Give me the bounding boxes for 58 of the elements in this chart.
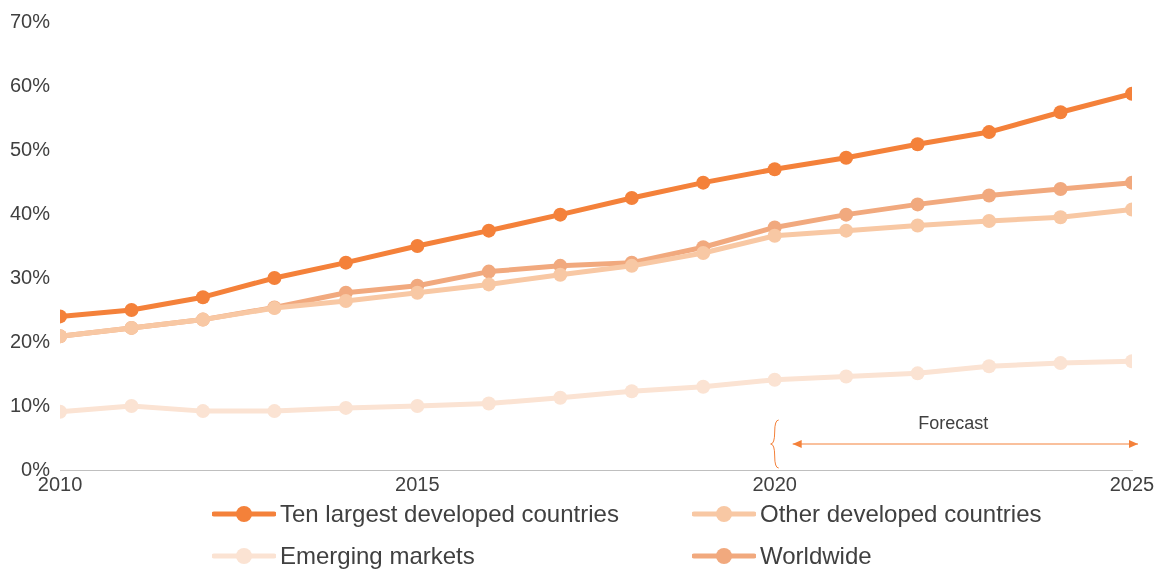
point	[195, 290, 210, 305]
point	[267, 404, 282, 419]
point	[982, 125, 997, 140]
y-tick-label: 60%	[10, 73, 51, 96]
legend-label: Other developed countries	[760, 500, 1042, 528]
point	[481, 396, 496, 411]
point	[338, 294, 353, 309]
point	[839, 369, 854, 384]
point	[696, 379, 711, 394]
point	[624, 384, 639, 399]
legend-label: Worldwide	[760, 542, 872, 570]
point	[124, 399, 139, 413]
point	[910, 218, 925, 233]
point	[910, 366, 925, 381]
point	[124, 303, 139, 317]
point	[410, 285, 425, 300]
point	[839, 223, 854, 238]
point	[553, 267, 568, 282]
y-tick-label: 40%	[10, 201, 51, 224]
point	[481, 264, 496, 279]
point	[767, 162, 782, 177]
point	[910, 137, 925, 152]
x-tick-label: 2020	[752, 472, 797, 495]
point	[624, 191, 639, 205]
annotation: Forecast	[918, 412, 989, 433]
point	[982, 359, 997, 374]
y-tick-label: 30%	[10, 265, 51, 288]
point	[910, 197, 925, 212]
point	[767, 372, 782, 387]
point	[982, 188, 997, 203]
point	[410, 239, 425, 253]
point	[410, 399, 425, 413]
point	[195, 404, 210, 419]
point	[338, 400, 353, 415]
point	[338, 255, 353, 270]
point	[982, 214, 997, 229]
point	[553, 390, 568, 405]
point	[1053, 356, 1068, 371]
y-tick-label: 70%	[10, 9, 51, 32]
point	[1053, 210, 1068, 225]
point	[839, 150, 854, 165]
point	[481, 277, 496, 292]
point	[481, 223, 496, 238]
point	[696, 246, 711, 261]
y-tick-label: 20%	[10, 329, 51, 352]
point	[767, 228, 782, 243]
legend-label: Emerging markets	[280, 542, 475, 570]
y-tick-label: 10%	[10, 393, 51, 416]
point	[1053, 182, 1068, 197]
x-tick-label: 2015	[395, 472, 440, 495]
point	[553, 207, 568, 222]
y-tick-label: 50%	[10, 137, 51, 160]
point	[1053, 105, 1068, 120]
point	[696, 175, 711, 190]
legend-label: Ten largest developed countries	[280, 500, 619, 528]
point	[839, 207, 854, 222]
x-tick-label: 2025	[1109, 472, 1155, 495]
point	[267, 271, 282, 285]
